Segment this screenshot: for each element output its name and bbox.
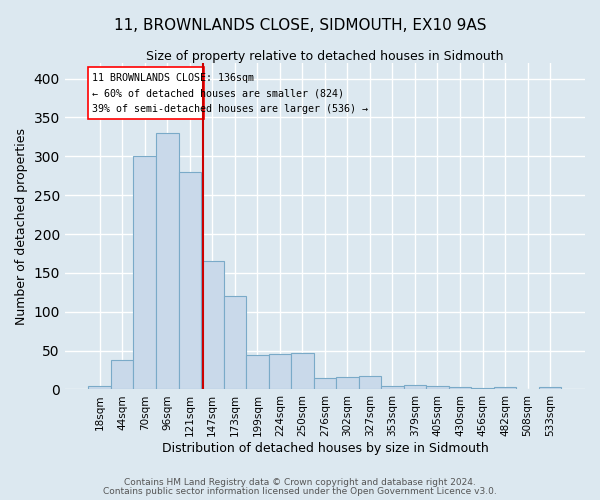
Bar — [179, 172, 201, 390]
Bar — [336, 377, 359, 390]
Bar — [314, 378, 336, 390]
Bar — [111, 360, 133, 390]
Bar — [246, 356, 269, 390]
Bar — [471, 388, 494, 390]
Text: 39% of semi-detached houses are larger (536) →: 39% of semi-detached houses are larger (… — [92, 104, 368, 114]
Bar — [494, 387, 517, 390]
Bar — [359, 376, 381, 390]
Bar — [291, 353, 314, 390]
Bar — [539, 387, 562, 390]
Bar — [269, 354, 291, 390]
X-axis label: Distribution of detached houses by size in Sidmouth: Distribution of detached houses by size … — [161, 442, 488, 455]
Bar — [404, 385, 426, 390]
Bar — [224, 296, 246, 390]
Bar — [449, 387, 471, 390]
Bar — [88, 386, 111, 390]
FancyBboxPatch shape — [88, 67, 204, 119]
Bar — [381, 386, 404, 390]
Y-axis label: Number of detached properties: Number of detached properties — [15, 128, 28, 324]
Text: Contains HM Land Registry data © Crown copyright and database right 2024.: Contains HM Land Registry data © Crown c… — [124, 478, 476, 487]
Bar — [426, 386, 449, 390]
Text: ← 60% of detached houses are smaller (824): ← 60% of detached houses are smaller (82… — [92, 88, 344, 99]
Bar — [156, 133, 179, 390]
Bar — [201, 261, 224, 390]
Bar — [517, 388, 539, 390]
Text: Contains public sector information licensed under the Open Government Licence v3: Contains public sector information licen… — [103, 486, 497, 496]
Bar — [133, 156, 156, 390]
Text: 11 BROWNLANDS CLOSE: 136sqm: 11 BROWNLANDS CLOSE: 136sqm — [92, 73, 254, 83]
Title: Size of property relative to detached houses in Sidmouth: Size of property relative to detached ho… — [146, 50, 503, 63]
Text: 11, BROWNLANDS CLOSE, SIDMOUTH, EX10 9AS: 11, BROWNLANDS CLOSE, SIDMOUTH, EX10 9AS — [114, 18, 486, 32]
